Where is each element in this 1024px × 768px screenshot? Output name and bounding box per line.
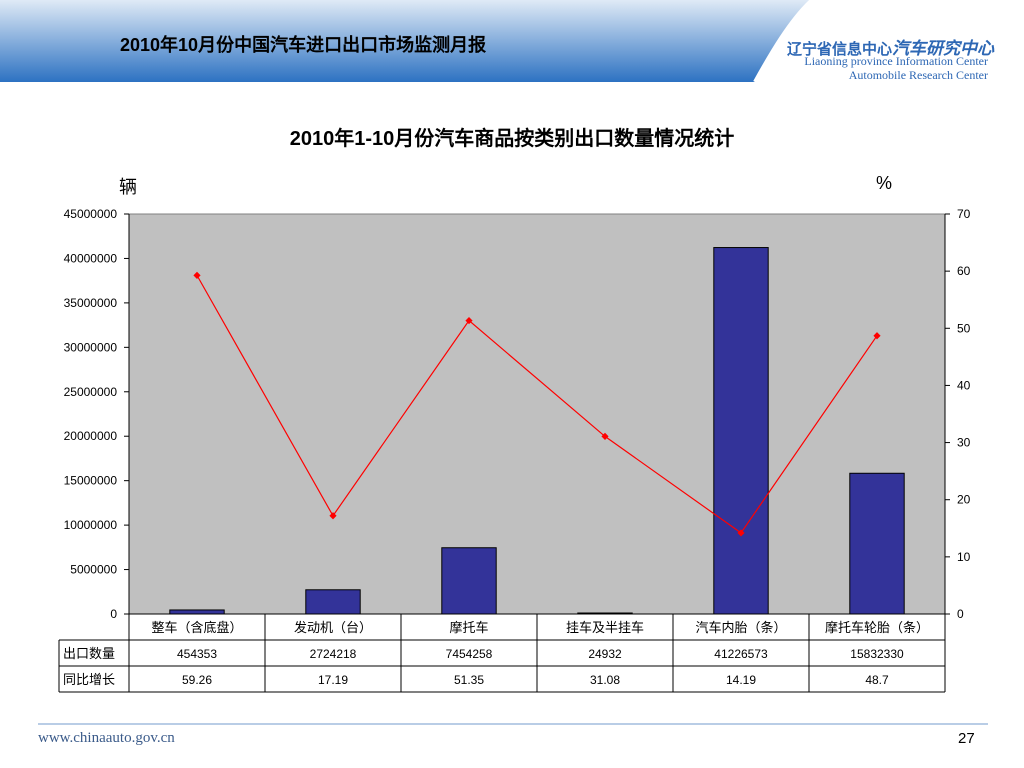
bar	[713, 247, 769, 615]
category-label: 发动机（台）	[294, 620, 372, 635]
left-tick-label: 40000000	[64, 251, 118, 265]
data-label: 24932	[588, 647, 622, 661]
right-tick-label: 70	[957, 207, 971, 221]
logo-text-en-line1: Liaoning province Information Center	[804, 54, 988, 68]
left-tick-label: 35000000	[64, 296, 118, 310]
growth-line	[196, 275, 878, 534]
right-tick-label: 50	[957, 321, 971, 335]
page-number: 27	[958, 730, 975, 747]
right-tick-label: 40	[957, 378, 971, 392]
data-label: 59.26	[182, 673, 212, 687]
right-tick-label: 10	[957, 550, 971, 564]
data-label: 454353	[177, 647, 217, 661]
bar	[441, 547, 497, 615]
bar	[849, 472, 905, 615]
footer-url: www.chinaauto.gov.cn	[38, 730, 175, 746]
right-tick-label: 30	[957, 436, 971, 450]
category-label: 摩托车轮胎（条）	[825, 620, 929, 635]
footer-divider	[38, 723, 988, 725]
table-row-label: 出口数量	[63, 646, 115, 661]
left-axis-unit: 辆	[119, 177, 137, 197]
right-tick-label: 60	[957, 264, 971, 278]
right-tick-label: 0	[957, 607, 964, 621]
data-label: 7454258	[446, 647, 493, 661]
category-label: 挂车及半挂车	[566, 620, 644, 635]
table-row-label: 同比增长	[63, 672, 115, 687]
left-tick-label: 5000000	[70, 563, 117, 577]
right-axis-unit: %	[876, 173, 893, 193]
left-tick-label: 45000000	[64, 207, 118, 221]
growth-point	[193, 271, 201, 279]
growth-point	[737, 529, 745, 537]
data-label: 15832330	[850, 647, 904, 661]
right-tick-label: 20	[957, 493, 971, 507]
growth-point	[873, 332, 881, 340]
data-label: 14.19	[726, 673, 756, 687]
data-label: 2724218	[310, 647, 357, 661]
category-label: 汽车内胎（条）	[695, 620, 786, 635]
plot-area	[128, 213, 946, 615]
left-tick-label: 30000000	[64, 340, 118, 354]
chart-title: 2010年1-10月份汽车商品按类别出口数量情况统计	[289, 128, 735, 150]
left-tick-label: 20000000	[64, 429, 118, 443]
category-label: 整车（含底盘）	[151, 620, 242, 635]
left-tick-label: 25000000	[64, 385, 118, 399]
growth-point	[465, 316, 473, 325]
left-tick-label: 15000000	[64, 474, 118, 488]
data-label: 51.35	[454, 673, 484, 687]
data-label: 41226573	[714, 647, 768, 661]
left-tick-label: 10000000	[64, 518, 118, 532]
header-band	[0, 0, 814, 83]
growth-point	[601, 432, 609, 440]
bar	[305, 589, 361, 615]
bar	[169, 609, 225, 615]
logo-text-en-line2: Automobile Research Center	[848, 68, 988, 82]
data-label: 48.7	[865, 673, 889, 687]
report-title: 2010年10月份中国汽车进口出口市场监测月报	[120, 35, 487, 55]
left-tick-label: 0	[110, 607, 117, 621]
data-label: 31.08	[590, 673, 620, 687]
growth-point	[329, 512, 337, 520]
category-label: 摩托车	[449, 620, 488, 635]
data-label: 17.19	[318, 673, 348, 687]
logo-text-cn: 辽宁省信息中心汽车研究中心	[787, 39, 995, 58]
